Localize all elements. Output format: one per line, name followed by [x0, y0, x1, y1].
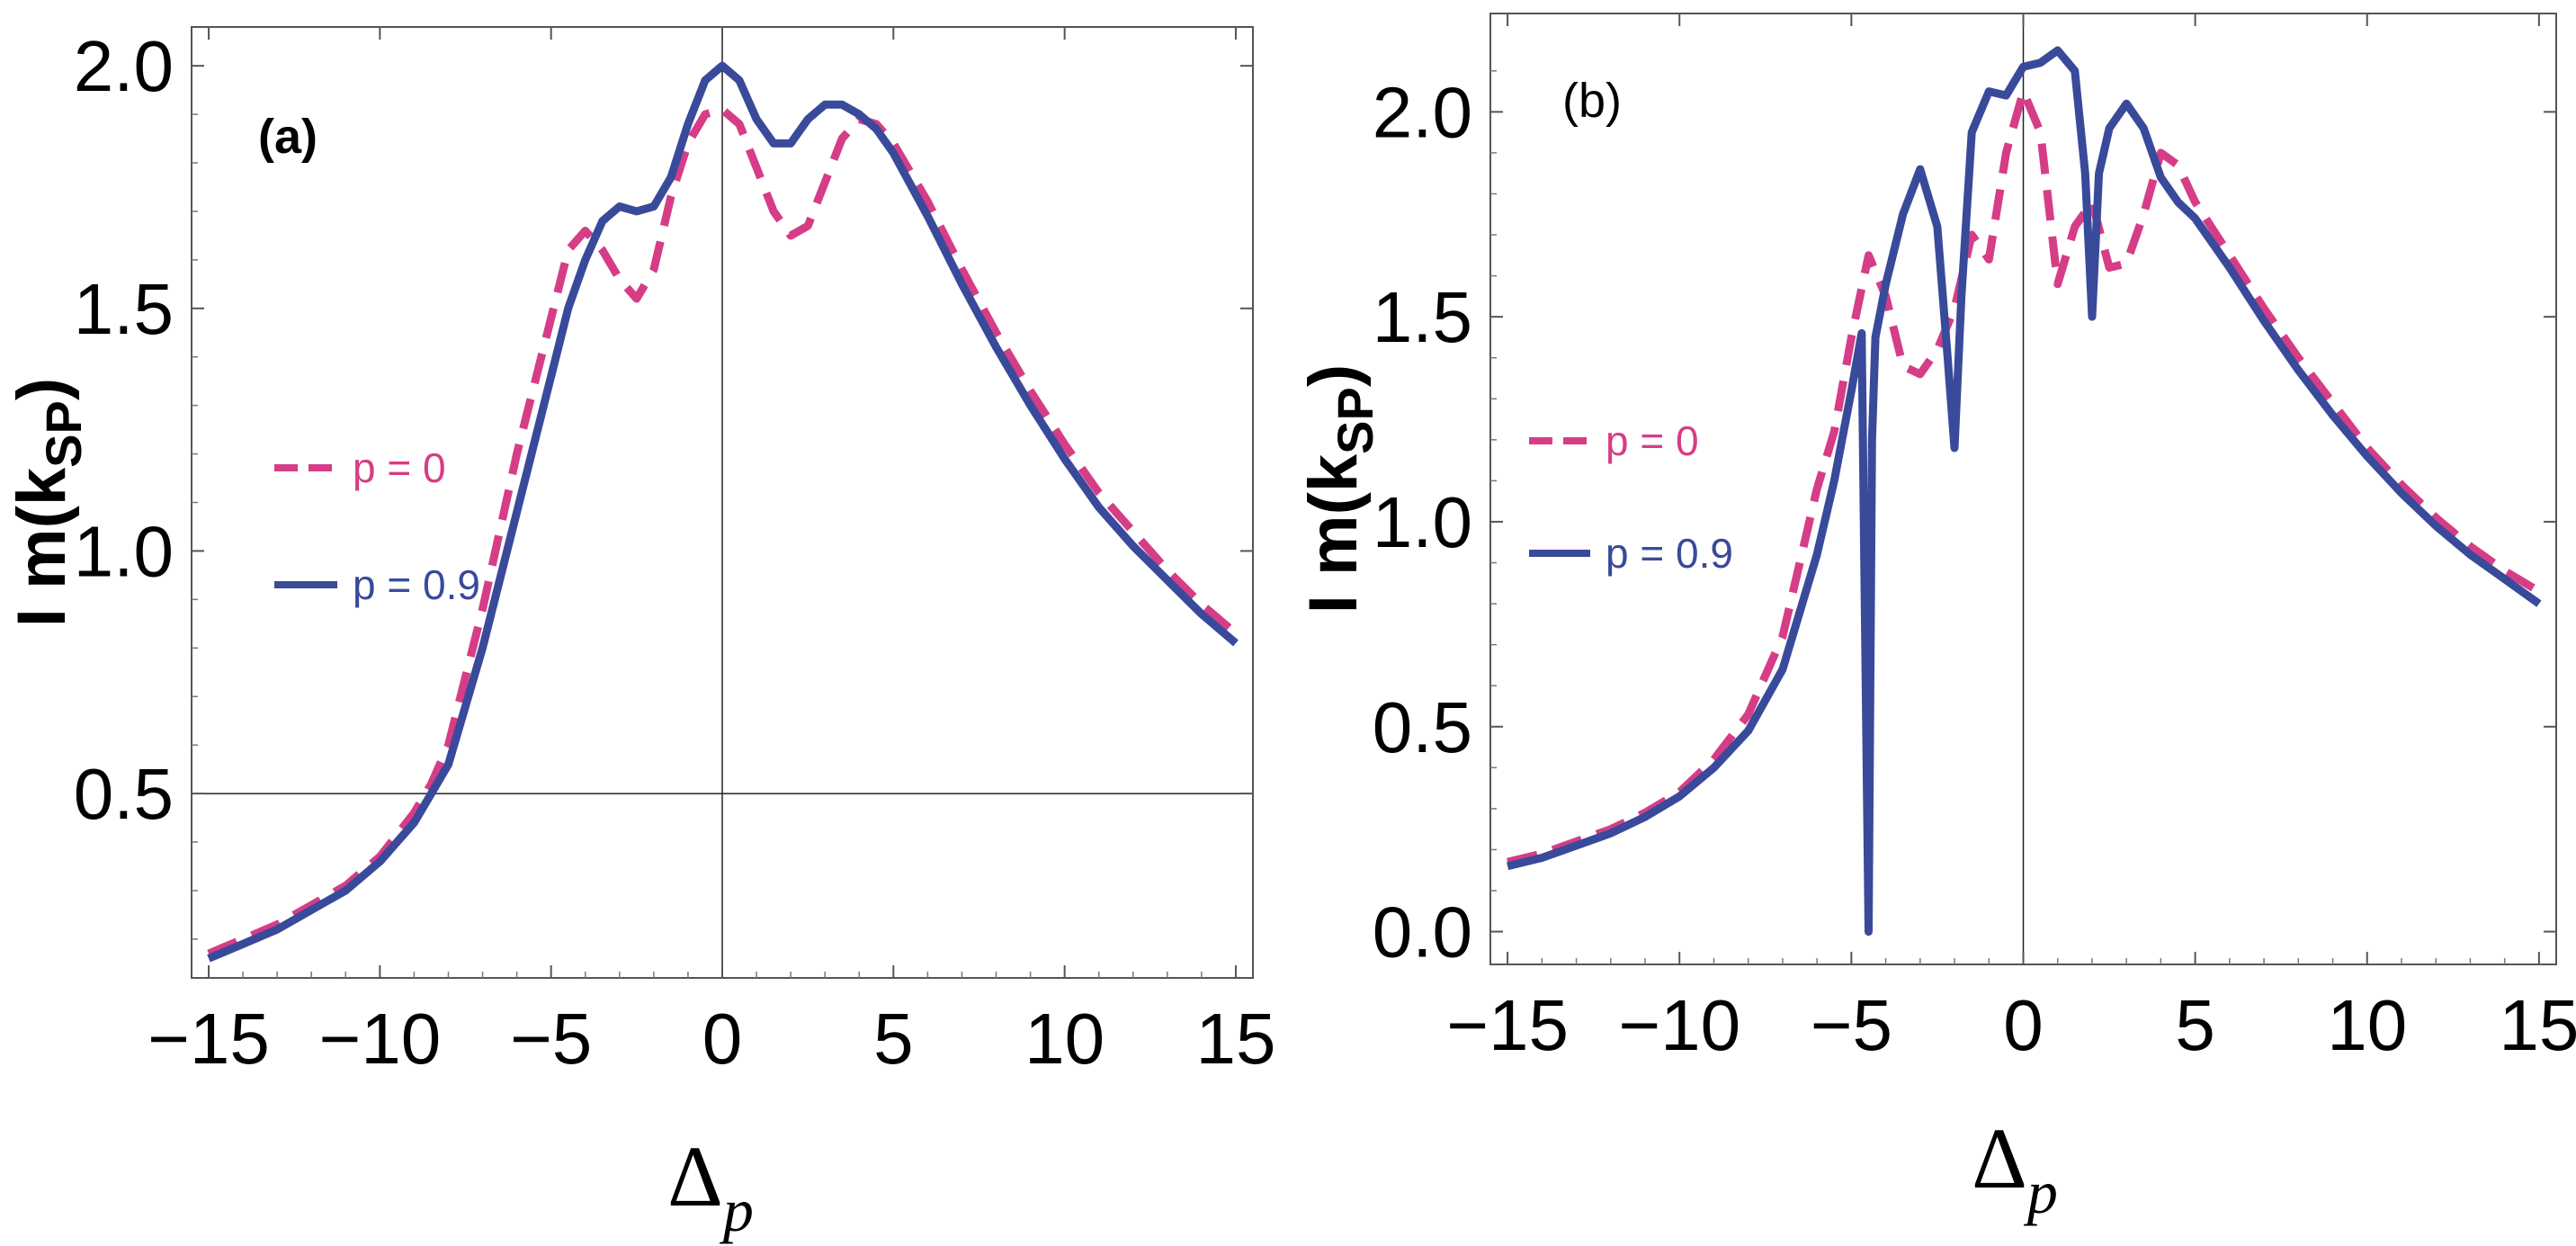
panel-b: −15 −10 −5 0 5 10 15 0.0 0.5 1.0 1.5 2.0 p = 0 p = 0.… [1295, 13, 2576, 1226]
panel-a-xtick-label: −15 [148, 999, 270, 1079]
panel-b-ytick-label: 0.0 [1373, 892, 1472, 973]
panel-b-y-axis-label: I m(kSP) [1295, 364, 1383, 614]
panel-b-xtick-label: 10 [2327, 985, 2407, 1065]
panel-b-legend-label: p = 0 [1606, 417, 1699, 464]
panel-b-ytick-label: 1.0 [1373, 482, 1472, 562]
panel-b-x-axis-label: Δp [1972, 1110, 2058, 1226]
panel-b-ytick-label: 2.0 [1373, 72, 1472, 152]
panel-b-panel-label: (b) [1562, 74, 1622, 128]
panel-a-ytick-label: 2.0 [74, 26, 174, 106]
panel-a-ytick-label: 1.5 [74, 269, 174, 349]
panel-b-legend-label: p = 0.9 [1606, 530, 1733, 577]
panel-a-ytick-label: 0.5 [74, 754, 174, 834]
panel-a-ytick-label: 1.0 [74, 511, 174, 591]
panel-a-series-p09-line [207, 61, 1239, 963]
panel-a-legend-label: p = 0.9 [353, 561, 480, 608]
panel-b-xtick-label: −5 [1811, 985, 1892, 1065]
panel-b-ytick-label: 0.5 [1373, 687, 1472, 767]
panel-b-series-p0-line [1507, 87, 2542, 866]
panel-a-panel-label: (a) [258, 110, 318, 164]
panel-a: −15 −10 −5 0 5 10 15 0.5 1.0 1.5 2.0 p = 0 p = 0.9 (a… [4, 26, 1275, 1244]
panel-a-xtick-label: −5 [510, 999, 592, 1079]
panel-a-xtick-label: 5 [873, 999, 914, 1079]
panel-a-xtick-label: −10 [319, 999, 442, 1079]
panel-b-ytick-label: 1.5 [1373, 277, 1472, 357]
panel-b-xtick-label: 15 [2499, 985, 2576, 1065]
panel-b-series-p09-line [1507, 46, 2542, 937]
panel-a-xtick-label: 10 [1024, 999, 1105, 1079]
panel-b-xtick-label: −10 [1618, 985, 1740, 1065]
panel-b-xtick-label: −15 [1446, 985, 1569, 1065]
panel-a-xtick-label: 0 [702, 999, 743, 1079]
panel-a-legend-label: p = 0 [353, 444, 446, 491]
panel-b-xtick-label: 0 [2003, 985, 2044, 1065]
panel-a-series-p0-line [207, 105, 1239, 958]
panel-a-y-axis-label: I m(kSP) [4, 378, 92, 627]
panel-a-xtick-label: 15 [1195, 999, 1275, 1079]
panel-b-xtick-label: 5 [2175, 985, 2215, 1065]
panel-a-x-axis-label: Δp [667, 1128, 754, 1244]
